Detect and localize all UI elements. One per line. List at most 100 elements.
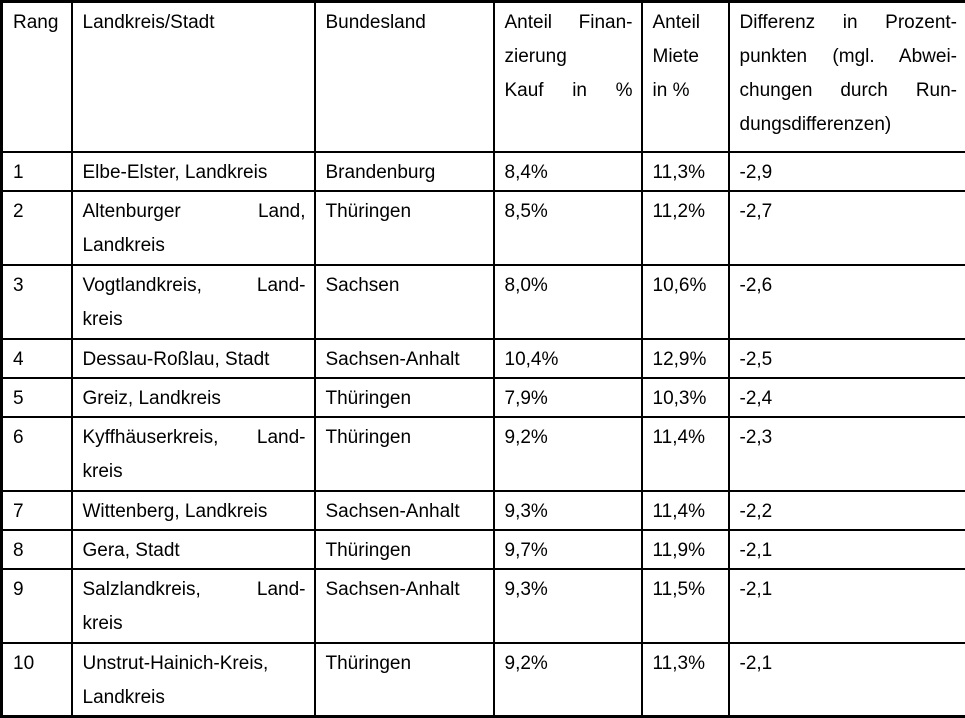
header-line: Miete <box>653 40 720 74</box>
cell-anteil-miete: 11,4% <box>642 491 729 530</box>
cell-bundesland-value: Thüringen <box>326 534 485 568</box>
rang-value: 9 <box>13 573 63 607</box>
cell-bundesland-value: Brandenburg <box>326 156 485 190</box>
cell-anteil-finanzierung-kauf: 8,5% <box>494 191 642 265</box>
cell-differenz-value: -2,7 <box>740 195 958 229</box>
cell-landkreis-stadt: Kyffhäuserkreis, Land-kreis <box>72 417 315 491</box>
cell-differenz: -2,6 <box>729 265 965 339</box>
cell-differenz-value: -2,9 <box>740 156 958 190</box>
cell-rang: 8 <box>2 530 72 569</box>
cell-bundesland: Sachsen-Anhalt <box>315 569 494 643</box>
cell-anteil-miete: 11,3% <box>642 152 729 191</box>
cell-anteil-miete: 11,4% <box>642 417 729 491</box>
landkreis-line: Landkreis <box>83 681 306 715</box>
cell-differenz: -2,7 <box>729 191 965 265</box>
rang-value: 2 <box>13 195 63 229</box>
landkreis-line: kreis <box>83 303 306 337</box>
table-row: 9 Salzlandkreis, Land-kreis Sachsen-Anhalt… <box>2 569 965 643</box>
cell-bundesland: Brandenburg <box>315 152 494 191</box>
cell-differenz: -2,1 <box>729 530 965 569</box>
cell-rang: 1 <box>2 152 72 191</box>
cell-anteil-finanzierung-kauf: 8,4% <box>494 152 642 191</box>
header-line: Landkreis/Stadt <box>83 6 306 40</box>
cell-landkreis-stadt: Unstrut-Hainich-Kreis,Landkreis <box>72 643 315 717</box>
cell-anteil-finanzierung-kauf: 10,4% <box>494 339 642 378</box>
cell-rang: 3 <box>2 265 72 339</box>
cell-anteil-miete-value: 12,9% <box>653 343 720 377</box>
cell-anteil-finanzierung-kauf: 9,7% <box>494 530 642 569</box>
cell-anteil-miete-value: 11,3% <box>653 647 720 681</box>
cell-anteil-miete-value: 11,4% <box>653 421 720 455</box>
header-line: chungen durch Run- <box>740 74 958 108</box>
cell-differenz: -2,2 <box>729 491 965 530</box>
cell-anteil-finanzierung-kauf: 9,3% <box>494 569 642 643</box>
cell-bundesland: Sachsen <box>315 265 494 339</box>
cell-anteil-finanzierung-kauf-value: 7,9% <box>505 382 633 416</box>
cell-differenz: -2,4 <box>729 378 965 417</box>
cell-anteil-miete: 11,3% <box>642 643 729 717</box>
cell-bundesland: Thüringen <box>315 378 494 417</box>
cell-anteil-miete-value: 11,2% <box>653 195 720 229</box>
cell-differenz-value: -2,5 <box>740 343 958 377</box>
cell-bundesland: Thüringen <box>315 530 494 569</box>
cell-rang: 6 <box>2 417 72 491</box>
cell-anteil-finanzierung-kauf-value: 10,4% <box>505 343 633 377</box>
column-header-bundesland: Bundesland <box>315 2 494 152</box>
cell-anteil-miete: 10,3% <box>642 378 729 417</box>
cell-anteil-finanzierung-kauf-value: 9,7% <box>505 534 633 568</box>
cell-anteil-miete-value: 11,4% <box>653 495 720 529</box>
header-line: in % <box>653 74 720 108</box>
rang-value: 3 <box>13 269 63 303</box>
cell-bundesland: Thüringen <box>315 643 494 717</box>
cell-differenz: -2,1 <box>729 569 965 643</box>
cell-bundesland-value: Sachsen-Anhalt <box>326 573 485 607</box>
landkreis-line: Altenburger Land, <box>83 195 306 229</box>
table-row: 4 Dessau-Roßlau, Stadt Sachsen-Anhalt 10,4%… <box>2 339 965 378</box>
cell-bundesland-value: Thüringen <box>326 382 485 416</box>
column-header-differenz: Differenz in Prozent-punkten (mgl. Abwei… <box>729 2 965 152</box>
cell-anteil-finanzierung-kauf: 9,2% <box>494 417 642 491</box>
cell-differenz: -2,1 <box>729 643 965 717</box>
landkreis-line: Kyffhäuserkreis, Land- <box>83 421 306 455</box>
cell-bundesland-value: Sachsen-Anhalt <box>326 495 485 529</box>
cell-landkreis-stadt: Dessau-Roßlau, Stadt <box>72 339 315 378</box>
cell-rang: 2 <box>2 191 72 265</box>
cell-differenz-value: -2,1 <box>740 534 958 568</box>
cell-bundesland: Sachsen-Anhalt <box>315 491 494 530</box>
header-line: Differenz in Prozent- <box>740 6 958 40</box>
cell-bundesland-value: Sachsen-Anhalt <box>326 343 485 377</box>
cell-differenz-value: -2,1 <box>740 573 958 607</box>
cell-differenz-value: -2,1 <box>740 647 958 681</box>
rang-value: 4 <box>13 343 63 377</box>
cell-landkreis-stadt: Vogtlandkreis, Land-kreis <box>72 265 315 339</box>
cell-rang: 9 <box>2 569 72 643</box>
cell-bundesland-value: Thüringen <box>326 195 485 229</box>
cell-bundesland: Thüringen <box>315 417 494 491</box>
landkreis-line: Unstrut-Hainich-Kreis, <box>83 647 306 681</box>
header-line: Bundesland <box>326 6 485 40</box>
rang-value: 6 <box>13 421 63 455</box>
cell-differenz-value: -2,4 <box>740 382 958 416</box>
rang-value: 7 <box>13 495 63 529</box>
cell-anteil-finanzierung-kauf-value: 8,4% <box>505 156 633 190</box>
cell-landkreis-stadt: Salzlandkreis, Land-kreis <box>72 569 315 643</box>
cell-anteil-miete-value: 11,9% <box>653 534 720 568</box>
cell-anteil-miete: 11,5% <box>642 569 729 643</box>
header-line: Anteil <box>653 6 720 40</box>
cell-bundesland: Thüringen <box>315 191 494 265</box>
cell-anteil-finanzierung-kauf-value: 9,3% <box>505 495 633 529</box>
cell-differenz-value: -2,3 <box>740 421 958 455</box>
cell-bundesland: Sachsen-Anhalt <box>315 339 494 378</box>
landkreis-line: kreis <box>83 455 306 489</box>
cell-anteil-finanzierung-kauf-value: 9,3% <box>505 573 633 607</box>
landkreis-line: Elbe-Elster, Landkreis <box>83 156 306 190</box>
